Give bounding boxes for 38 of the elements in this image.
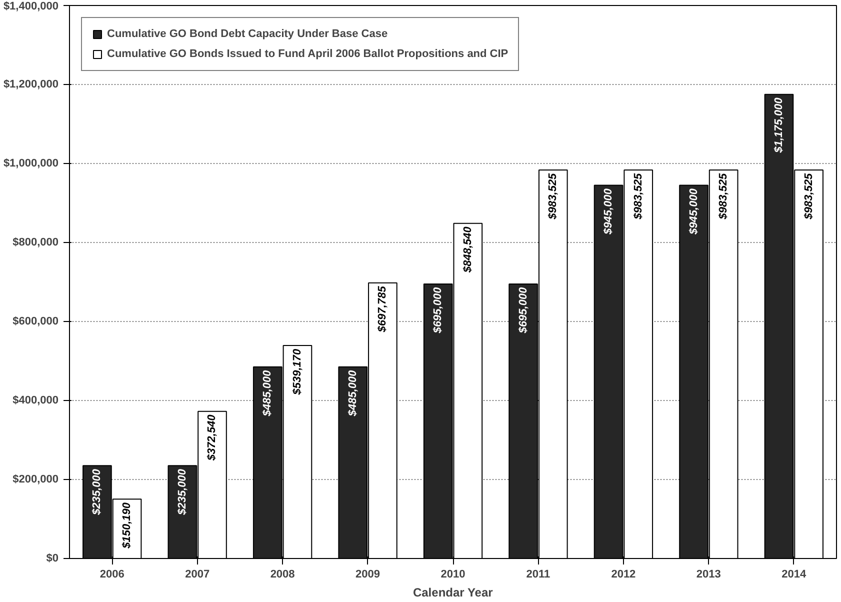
x-tick-label: 2008 xyxy=(270,568,295,580)
y-tick-label: $600,000 xyxy=(12,316,59,328)
y-tick-label: $200,000 xyxy=(12,474,59,486)
y-tick-label: $800,000 xyxy=(12,236,59,248)
data-label: $983,525 xyxy=(632,172,644,220)
data-label: $695,000 xyxy=(432,286,444,334)
y-tick-label: $1,000,000 xyxy=(3,158,59,170)
data-label: $945,000 xyxy=(688,188,700,236)
data-label: $235,000 xyxy=(91,468,104,516)
x-axis-title: Calendar Year xyxy=(412,586,494,600)
y-tick-label: $1,400,000 xyxy=(3,0,59,12)
legend-label: Cumulative GO Bond Debt Capacity Under Base Case xyxy=(107,28,388,40)
data-label: $235,000 xyxy=(176,468,188,516)
data-label: $697,785 xyxy=(376,285,389,334)
data-label: $945,000 xyxy=(602,188,615,236)
data-label: $1,175,000 xyxy=(772,96,785,154)
data-label: $695,000 xyxy=(517,286,530,334)
x-tick-label: 2014 xyxy=(782,568,808,580)
data-label: $848,540 xyxy=(462,226,474,274)
data-label: $372,540 xyxy=(206,414,218,462)
x-tick-label: 2007 xyxy=(185,568,210,580)
y-tick-label: $1,200,000 xyxy=(3,78,59,90)
x-tick-label: 2012 xyxy=(611,568,636,580)
x-tick-label: 2006 xyxy=(100,568,124,580)
x-tick-label: 2009 xyxy=(356,568,380,580)
y-tick-label: $400,000 xyxy=(12,394,59,406)
data-label: $485,000 xyxy=(346,369,359,418)
x-tick-label: 2010 xyxy=(440,568,466,580)
legend-label: Cumulative GO Bonds Issued to Fund April 2006 Ballot Propositions and CIP xyxy=(107,48,508,60)
x-tick-label: 2013 xyxy=(696,568,721,580)
data-label: $983,525 xyxy=(802,172,815,220)
data-label: $150,190 xyxy=(121,502,134,550)
x-tick-label: 2011 xyxy=(526,568,550,580)
data-label: $485,000 xyxy=(262,369,274,418)
data-label: $539,170 xyxy=(291,348,304,396)
data-label: $983,525 xyxy=(718,172,730,220)
data-label: $983,525 xyxy=(547,172,560,220)
y-tick-label: $0 xyxy=(46,552,59,564)
